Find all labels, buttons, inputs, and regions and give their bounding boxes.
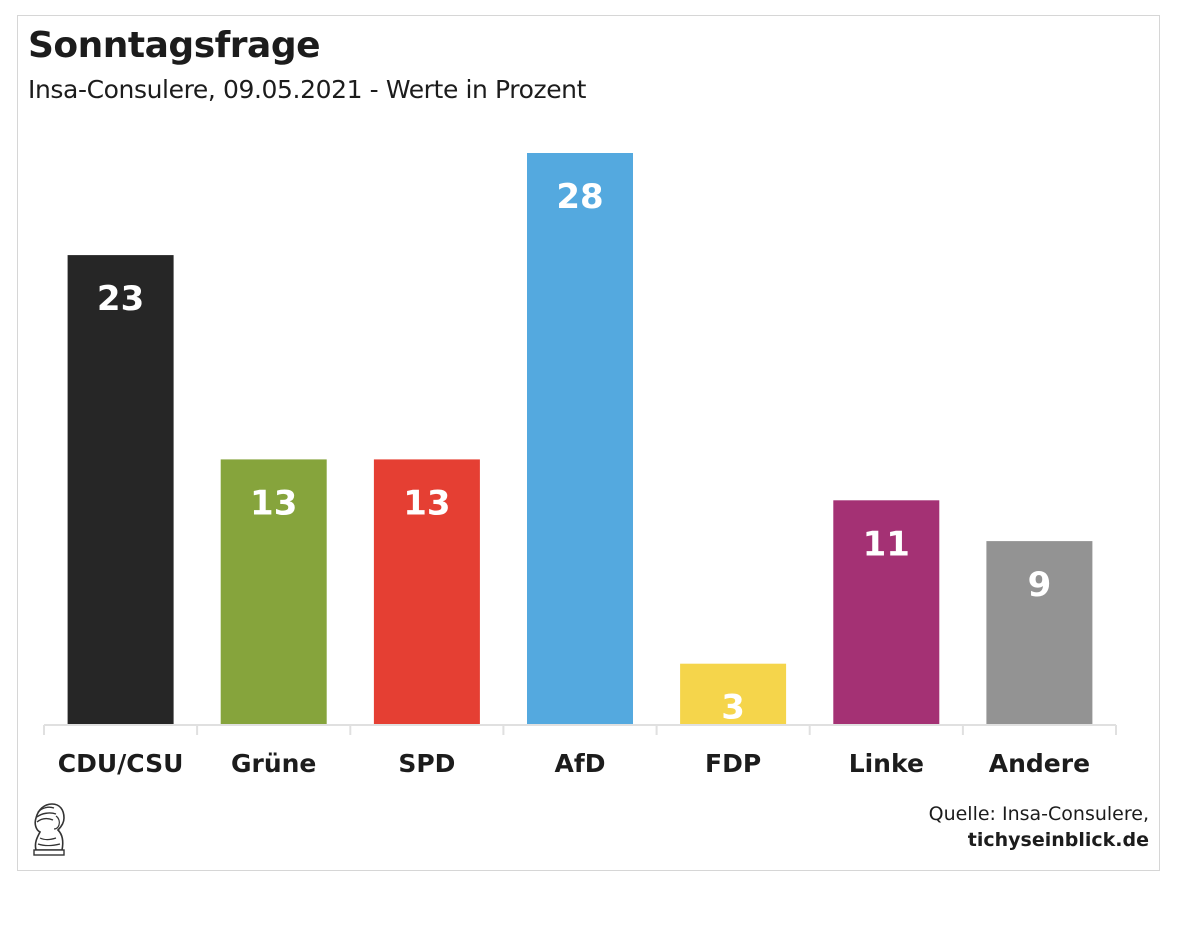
data-label: 3 <box>721 688 745 728</box>
source-note: Quelle: Insa-Consulere, tichyseinblick.d… <box>929 802 1149 853</box>
data-label: 28 <box>556 177 603 217</box>
data-label: 13 <box>403 483 450 523</box>
chart-card: Sonntagsfrage Insa-Consulere, 09.05.2021… <box>17 15 1160 871</box>
data-label: 11 <box>863 524 910 564</box>
bar-gr-ne <box>220 459 327 725</box>
data-label: 23 <box>97 279 144 319</box>
data-label: 9 <box>1028 565 1052 605</box>
bar-afd <box>527 153 633 725</box>
bar-chart: 23 CDU/CSU 13 Grüne 13 SPD 28 AfD 3 FDP 11 Linke 9 An… <box>43 153 1117 778</box>
chart-title: Sonntagsfrage <box>28 25 321 66</box>
x-tick-label: Linke <box>849 749 924 778</box>
bar-spd <box>373 459 480 725</box>
bust-logo-icon <box>33 803 65 856</box>
x-tick-label: FDP <box>705 749 761 778</box>
chart-subtitle: Insa-Consulere, 09.05.2021 - Werte in Pr… <box>28 75 587 104</box>
x-tick-label: SPD <box>398 749 455 778</box>
source-text: Quelle: Insa-Consulere, <box>928 803 1149 825</box>
bar-linke <box>833 500 940 725</box>
x-tick-label: Andere <box>989 749 1090 778</box>
bar-andere <box>986 541 1093 725</box>
x-tick-label: AfD <box>555 749 606 778</box>
x-tick-label: CDU/CSU <box>58 749 184 778</box>
bar-fdp <box>680 663 787 725</box>
x-tick-label: Grüne <box>231 749 316 778</box>
bar-cdu-csu <box>67 255 174 725</box>
source-site: tichyseinblick.de <box>967 828 1149 851</box>
data-label: 13 <box>250 483 297 523</box>
